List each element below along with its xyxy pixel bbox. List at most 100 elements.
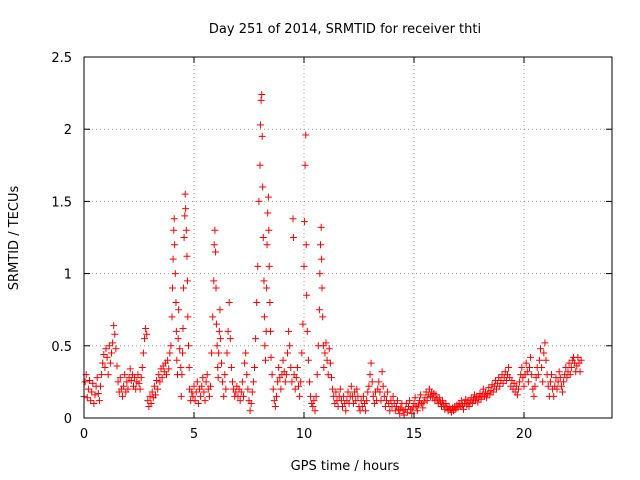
data-point-0-252 bbox=[318, 255, 326, 263]
data-point-0-77 bbox=[165, 365, 173, 373]
data-point-0-144 bbox=[216, 335, 224, 343]
data-point-0-388 bbox=[465, 402, 473, 410]
data-point-0-103 bbox=[182, 205, 190, 213]
data-point-0-381 bbox=[457, 397, 465, 405]
data-point-0-342 bbox=[414, 401, 422, 409]
data-point-0-213 bbox=[281, 378, 289, 386]
data-point-0-230 bbox=[299, 320, 307, 328]
data-point-0-424 bbox=[505, 363, 513, 371]
data-point-0-101 bbox=[181, 212, 189, 220]
data-point-0-118 bbox=[194, 400, 202, 408]
data-point-0-258 bbox=[322, 339, 330, 347]
data-point-0-456 bbox=[540, 349, 548, 357]
data-point-0-192 bbox=[263, 284, 271, 292]
data-point-0-153 bbox=[226, 335, 234, 343]
data-point-0-216 bbox=[285, 327, 293, 335]
data-point-0-46 bbox=[131, 374, 139, 382]
data-point-0-5 bbox=[86, 376, 93, 384]
data-point-0-102 bbox=[181, 190, 189, 198]
data-point-0-58 bbox=[144, 397, 152, 405]
data-point-0-37 bbox=[121, 371, 129, 379]
data-point-0-88 bbox=[172, 327, 180, 335]
data-point-0-325 bbox=[396, 410, 404, 418]
data-point-0-254 bbox=[319, 313, 327, 321]
data-point-0-8 bbox=[89, 379, 97, 387]
data-point-0-448 bbox=[531, 382, 539, 390]
data-point-0-125 bbox=[202, 378, 210, 386]
data-point-0-62 bbox=[148, 388, 156, 396]
data-point-0-64 bbox=[150, 382, 158, 390]
data-point-0-93 bbox=[176, 345, 184, 353]
data-point-0-193 bbox=[263, 241, 271, 249]
data-point-0-66 bbox=[153, 376, 161, 384]
data-point-0-453 bbox=[537, 345, 544, 353]
data-point-0-238 bbox=[304, 356, 312, 364]
data-point-0-22 bbox=[104, 371, 112, 379]
data-point-0-434 bbox=[516, 378, 524, 386]
data-point-0-441 bbox=[523, 368, 531, 376]
data-point-0-55 bbox=[141, 335, 148, 343]
data-point-0-306 bbox=[375, 378, 383, 386]
y-tick-label-0: 0 bbox=[64, 412, 72, 427]
data-point-0-457 bbox=[541, 339, 549, 347]
data-point-0-33 bbox=[116, 374, 124, 382]
x-tick-label-0: 0 bbox=[80, 427, 88, 442]
data-point-0-218 bbox=[287, 363, 295, 371]
data-point-0-217 bbox=[286, 342, 294, 350]
data-point-0-209 bbox=[277, 385, 285, 393]
data-point-0-257 bbox=[321, 349, 329, 357]
data-point-0-470 bbox=[555, 368, 563, 376]
data-point-0-226 bbox=[295, 382, 302, 390]
data-point-0-121 bbox=[198, 382, 206, 390]
data-point-0-337 bbox=[409, 404, 417, 412]
data-point-0-31 bbox=[114, 378, 122, 386]
data-point-0-166 bbox=[241, 359, 249, 367]
data-point-0-114 bbox=[190, 382, 198, 390]
data-point-0-197 bbox=[265, 262, 273, 270]
data-point-0-50 bbox=[135, 379, 143, 387]
data-point-0-184 bbox=[258, 132, 266, 140]
data-point-0-189 bbox=[261, 342, 269, 350]
data-point-0-383 bbox=[460, 405, 467, 413]
data-point-0-12 bbox=[93, 374, 101, 382]
data-point-0-410 bbox=[489, 388, 497, 396]
data-point-0-168 bbox=[243, 371, 251, 379]
y-tick-labels: 0 0.5 1 1.5 2 2.5 bbox=[51, 51, 72, 427]
data-point-0-276 bbox=[342, 407, 350, 415]
data-point-0-105 bbox=[183, 252, 191, 260]
data-point-0-52 bbox=[137, 374, 145, 382]
data-point-0-235 bbox=[302, 241, 310, 249]
data-point-0-296 bbox=[364, 388, 372, 396]
data-point-0-234 bbox=[302, 131, 310, 139]
data-point-0-154 bbox=[227, 363, 235, 371]
data-point-0-23 bbox=[105, 342, 113, 350]
data-point-0-134 bbox=[211, 226, 219, 234]
data-point-0-312 bbox=[381, 402, 389, 410]
data-point-0-292 bbox=[359, 392, 367, 400]
data-point-0-18 bbox=[100, 350, 108, 358]
data-point-0-214 bbox=[282, 371, 290, 379]
data-point-0-104 bbox=[182, 226, 190, 234]
data-point-0-109 bbox=[185, 363, 193, 371]
data-point-0-69 bbox=[156, 378, 164, 386]
data-point-0-233 bbox=[301, 161, 309, 169]
data-point-0-171 bbox=[246, 407, 254, 415]
data-point-0-350 bbox=[423, 397, 431, 405]
data-point-0-278 bbox=[344, 388, 352, 396]
data-point-0-433 bbox=[515, 385, 522, 393]
data-point-0-399 bbox=[477, 395, 485, 403]
data-point-0-253 bbox=[318, 284, 326, 292]
data-point-0-99 bbox=[179, 284, 187, 292]
data-point-0-95 bbox=[177, 392, 185, 400]
data-point-0-75 bbox=[163, 371, 170, 379]
data-point-0-211 bbox=[279, 356, 287, 364]
data-point-0-206 bbox=[274, 378, 282, 386]
data-point-0-220 bbox=[289, 215, 297, 223]
data-point-0-139 bbox=[214, 363, 222, 371]
data-point-0-301 bbox=[369, 392, 377, 400]
data-point-0-141 bbox=[215, 349, 223, 357]
data-point-0-140 bbox=[214, 374, 222, 382]
data-point-0-468 bbox=[553, 385, 561, 393]
data-point-0-100 bbox=[180, 234, 188, 241]
data-point-0-83 bbox=[170, 226, 178, 234]
